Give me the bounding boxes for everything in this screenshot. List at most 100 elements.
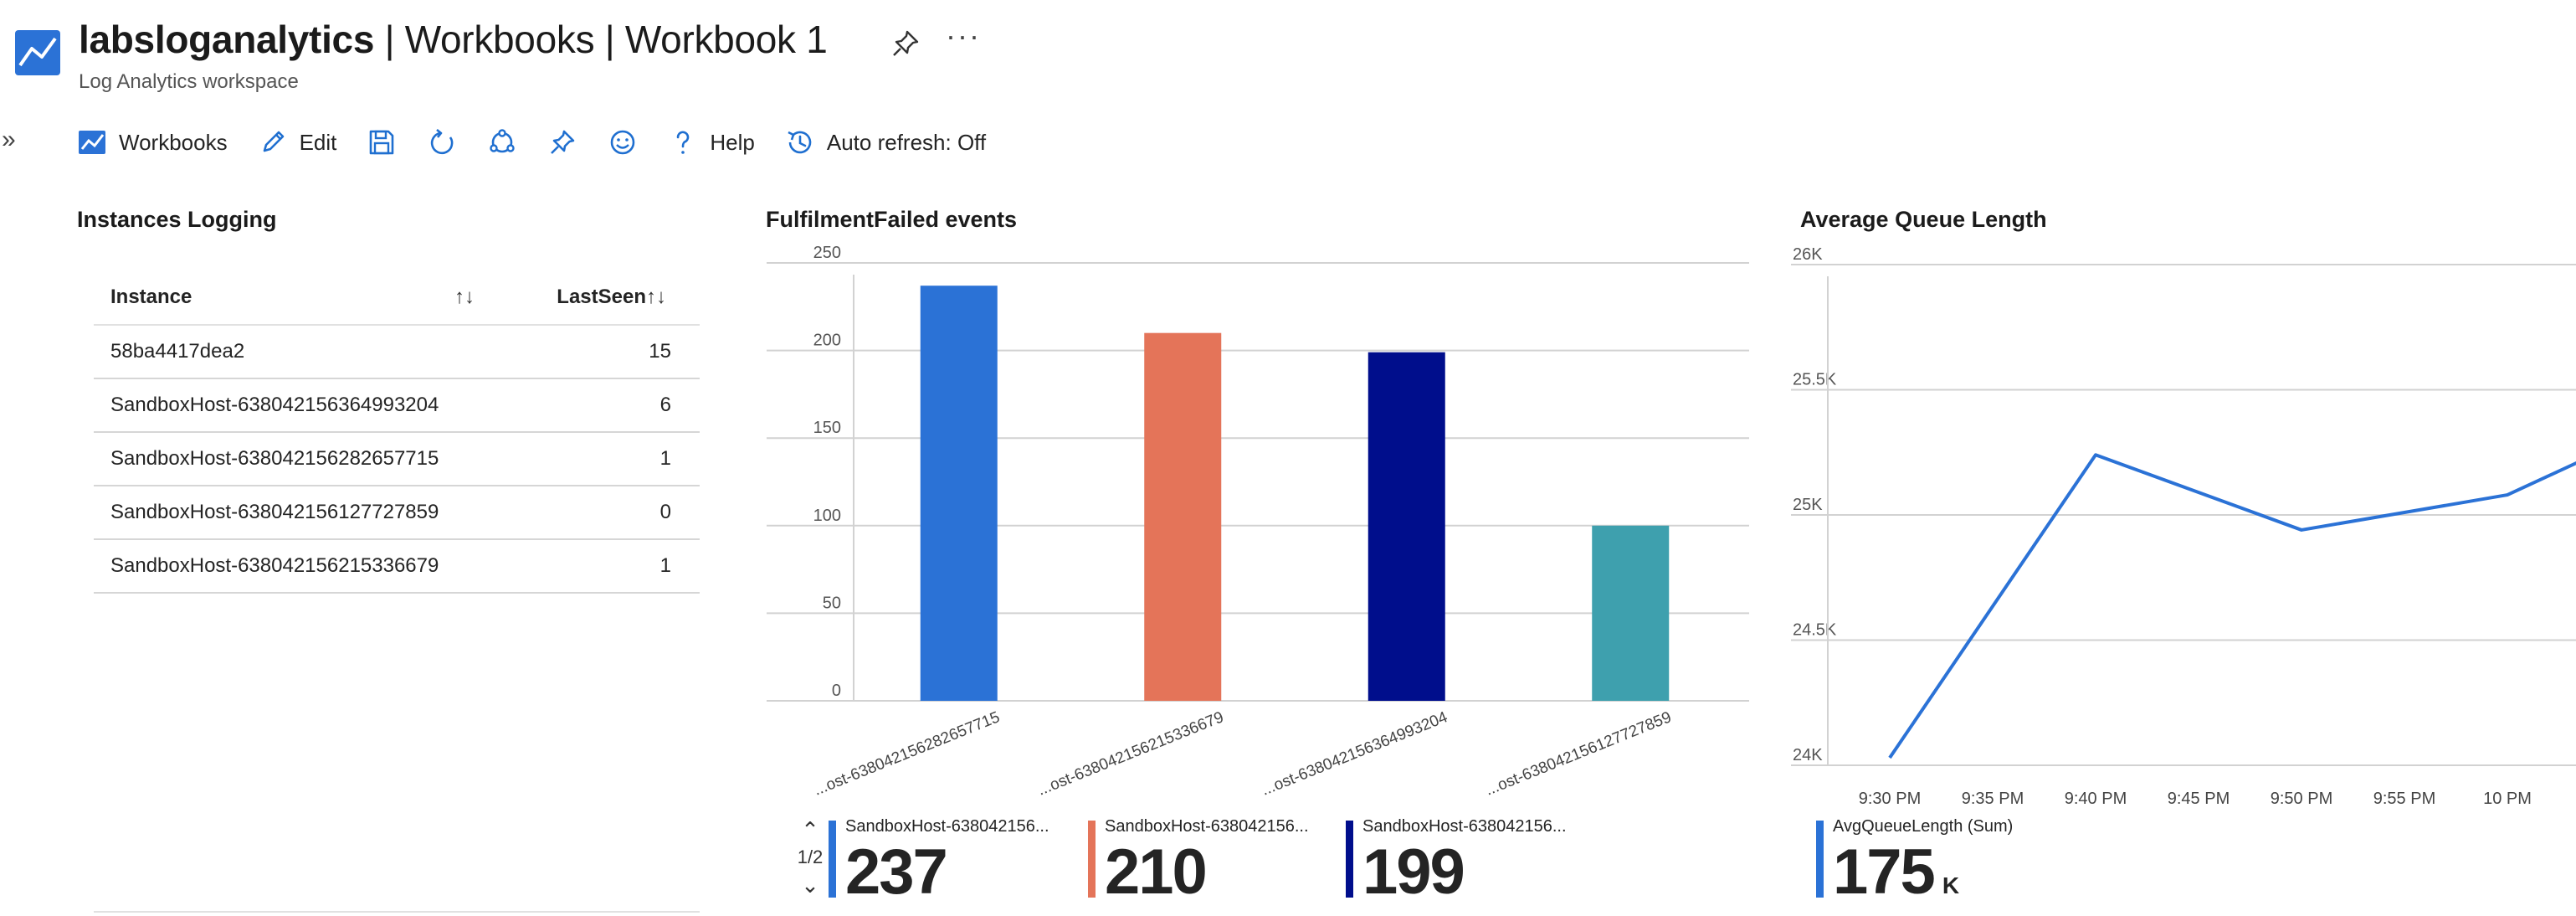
series-line (1888, 453, 2576, 759)
sort-icon[interactable]: ↑↓ (646, 285, 666, 308)
bar (1144, 332, 1222, 701)
x-tick-label: ...ost-638042156282657715 (811, 708, 1002, 800)
x-tick-label: 9:40 PM (2065, 790, 2127, 808)
instances-table: Instance ↑↓ LastSeen↑↓ 58ba4417dea2 15 S… (94, 270, 700, 594)
y-tick-label: 250 (813, 244, 841, 262)
edit-button[interactable]: Edit (258, 121, 337, 164)
column-header-lastseen-label: LastSeen (557, 285, 646, 308)
history-clock-icon (788, 131, 812, 154)
kpi-value: 237 (845, 836, 948, 908)
y-tick-label: 200 (813, 332, 841, 350)
kpi-value-unit: K (1942, 872, 1960, 898)
page-indicator: 1/2 (797, 847, 824, 867)
table-row[interactable]: SandboxHost-638042156282657715 1 (94, 432, 700, 486)
x-tick-label: ...ost-638042156215336679 (1035, 708, 1226, 800)
tile-pager: ⌃ 1/2 ⌄ (793, 816, 827, 899)
instance-cell: SandboxHost-638042156215336679 (94, 539, 509, 594)
x-tick-label: 9:30 PM (1859, 790, 1921, 808)
pin-icon[interactable] (889, 27, 922, 60)
instance-cell: 58ba4417dea2 (94, 325, 509, 379)
bar (1368, 352, 1445, 701)
bar (920, 286, 998, 701)
chevron-down-icon[interactable]: ⌄ (801, 872, 819, 898)
table-header-row: Instance ↑↓ LastSeen↑↓ (94, 270, 700, 326)
workspace-name: labsloganalytics (79, 18, 375, 61)
x-tick-label: ...ost-638042156127727859 (1483, 708, 1674, 800)
command-bar: Workbooks Edit (77, 121, 1016, 164)
column-header-instance-label: Instance (110, 285, 192, 308)
kpi-label: AvgQueueLength (Sum) (1833, 817, 2014, 836)
x-tick-label: 9:35 PM (1962, 790, 2024, 808)
table-row[interactable]: SandboxHost-638042156127727859 0 (94, 486, 700, 540)
lastseen-cell: 1 (508, 539, 700, 594)
lastseen-cell: 1 (508, 432, 700, 486)
workbooks-icon (79, 131, 105, 154)
x-tick-label: ...ost-638042156364993204 (1259, 708, 1450, 800)
y-tick-label: 100 (813, 507, 841, 525)
kpi-value-number: 175 (1833, 836, 1936, 908)
edit-label: Edit (299, 129, 337, 155)
instance-cell: SandboxHost-638042156364993204 (94, 378, 509, 433)
help-label: Help (710, 129, 755, 155)
save-button[interactable] (367, 121, 397, 164)
kpi-color-bar (1088, 821, 1096, 898)
x-tick-label: 9:50 PM (2271, 790, 2332, 808)
kpi-label: SandboxHost-638042156... (845, 817, 1049, 836)
y-tick-label: 24.5K (1793, 621, 1837, 640)
lastseen-cell: 6 (508, 378, 700, 433)
kpi-color-bar (829, 821, 836, 898)
kpi-value: 175 K (1833, 839, 1959, 916)
help-button[interactable]: Help (668, 121, 755, 164)
y-tick-label: 26K (1793, 245, 1823, 264)
lastseen-cell: 0 (508, 486, 700, 540)
page-subtitle: Log Analytics workspace (79, 70, 299, 93)
page-title: labsloganalytics | Workbooks | Workbook … (79, 17, 828, 62)
share-icon (490, 129, 516, 153)
refresh-button[interactable] (427, 121, 457, 164)
x-tick-label: 10 PM (2483, 790, 2532, 808)
bar (1592, 525, 1670, 701)
question-mark-icon (677, 131, 690, 154)
auto-refresh-button[interactable]: Auto refresh: Off (785, 121, 986, 164)
auto-refresh-label: Auto refresh: Off (826, 129, 987, 155)
workbooks-logo-icon (15, 30, 60, 75)
table-row[interactable]: SandboxHost-638042156364993204 6 (94, 378, 700, 433)
sort-icon[interactable]: ↑↓ (454, 285, 475, 308)
table-footer-divider (94, 911, 700, 913)
kpi-label: SandboxHost-638042156... (1362, 817, 1567, 836)
x-tick-label: 9:45 PM (2168, 790, 2230, 808)
kpi-value: 199 (1362, 836, 1465, 908)
instance-cell: SandboxHost-638042156127727859 (94, 486, 509, 540)
fulfilment-failed-bar-chart: 0 50 100 150 200 250 ...ost-638042156282657715… (767, 244, 1749, 800)
column-header-instance[interactable]: Instance ↑↓ (94, 270, 509, 326)
more-options-icon[interactable]: ··· (946, 18, 981, 53)
instances-logging-title: Instances Logging (77, 207, 277, 232)
save-icon (370, 130, 394, 155)
y-tick-label: 0 (832, 682, 841, 700)
workbooks-button[interactable]: Workbooks (77, 121, 228, 164)
y-tick-label: 24K (1793, 746, 1823, 764)
smiley-icon (611, 130, 635, 155)
pin-icon (551, 130, 575, 154)
y-tick-label: 50 (823, 594, 841, 612)
kpi-label: SandboxHost-638042156... (1105, 817, 1309, 836)
title-path: | Workbooks | Workbook 1 (374, 18, 828, 61)
table-row[interactable]: 58ba4417dea2 15 (94, 325, 700, 379)
pin-to-dashboard-button[interactable] (547, 121, 577, 164)
instance-cell: SandboxHost-638042156282657715 (94, 432, 509, 486)
average-queue-length-title: Average Queue Length (1800, 207, 2047, 232)
expand-menu-icon[interactable]: » (2, 126, 16, 153)
column-header-lastseen[interactable]: LastSeen↑↓ (508, 270, 700, 326)
chevron-up-icon[interactable]: ⌃ (801, 817, 819, 842)
table-row[interactable]: SandboxHost-638042156215336679 1 (94, 539, 700, 594)
feedback-button[interactable] (608, 121, 638, 164)
refresh-icon (431, 128, 454, 155)
lastseen-cell: 15 (508, 325, 700, 379)
y-tick-label: 150 (813, 419, 841, 437)
kpi-value: 210 (1105, 836, 1208, 908)
fulfilment-failed-title: FulfilmentFailed events (766, 207, 1018, 232)
pencil-icon (263, 131, 284, 152)
average-queue-length-line-chart: 24K 24.5K 25K 25.5K 26K 9:30 PM 9:35 PM 9:40 PM… (1791, 245, 2576, 808)
share-button[interactable] (487, 121, 517, 164)
y-tick-label: 25.5K (1793, 371, 1837, 389)
